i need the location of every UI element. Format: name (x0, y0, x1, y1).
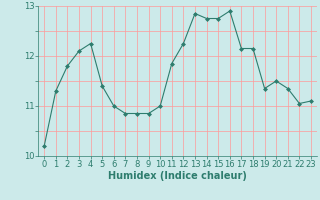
X-axis label: Humidex (Indice chaleur): Humidex (Indice chaleur) (108, 171, 247, 181)
